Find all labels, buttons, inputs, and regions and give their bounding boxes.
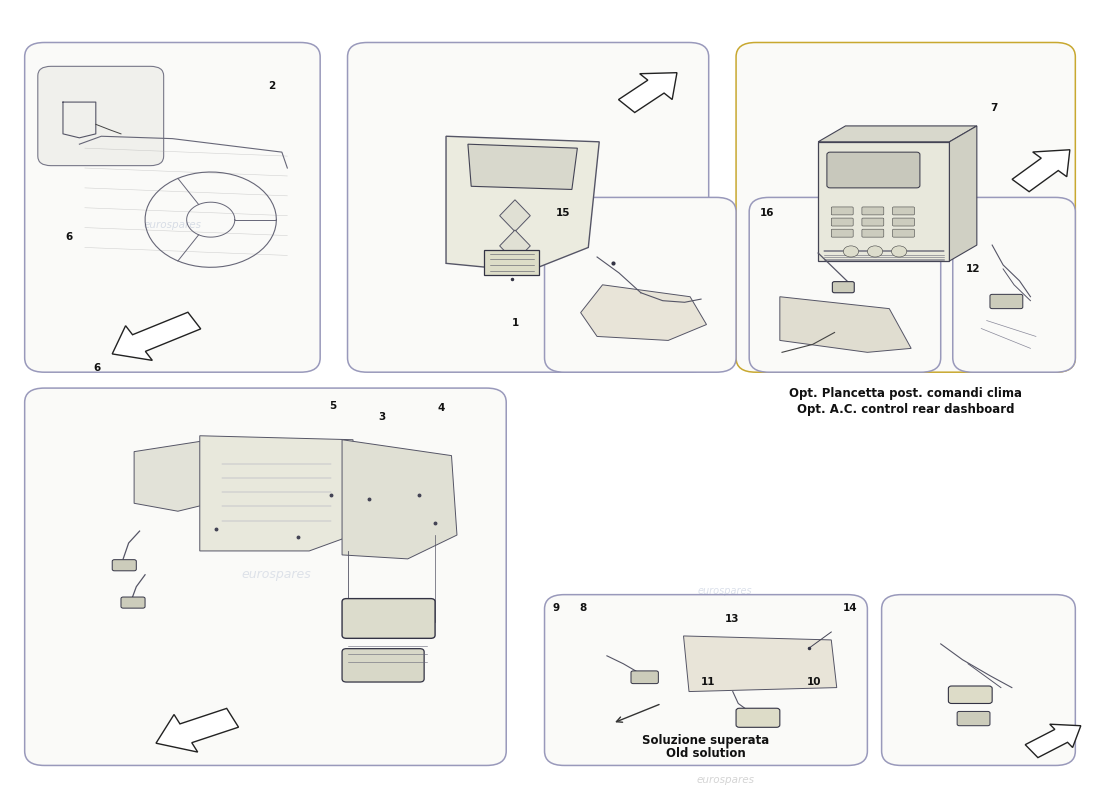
Text: 1: 1: [512, 318, 519, 328]
FancyBboxPatch shape: [544, 198, 736, 372]
FancyBboxPatch shape: [862, 229, 883, 237]
Circle shape: [844, 246, 859, 257]
FancyBboxPatch shape: [953, 198, 1076, 372]
FancyBboxPatch shape: [24, 388, 506, 766]
FancyBboxPatch shape: [37, 66, 164, 166]
Polygon shape: [683, 636, 837, 691]
Text: eurospares: eurospares: [510, 212, 568, 222]
FancyBboxPatch shape: [833, 282, 855, 293]
FancyBboxPatch shape: [892, 229, 914, 237]
Polygon shape: [200, 436, 353, 551]
Polygon shape: [134, 440, 211, 511]
FancyBboxPatch shape: [892, 207, 914, 215]
FancyBboxPatch shape: [862, 218, 883, 226]
Polygon shape: [1012, 150, 1070, 192]
Text: 11: 11: [701, 677, 715, 687]
Text: 15: 15: [556, 208, 570, 218]
Polygon shape: [484, 250, 539, 275]
Text: 6: 6: [65, 232, 73, 242]
Polygon shape: [499, 230, 530, 262]
FancyBboxPatch shape: [827, 152, 920, 188]
Text: Soluzione superata: Soluzione superata: [641, 734, 769, 746]
Polygon shape: [949, 126, 977, 261]
FancyBboxPatch shape: [957, 711, 990, 726]
FancyBboxPatch shape: [832, 207, 854, 215]
FancyBboxPatch shape: [862, 207, 883, 215]
Polygon shape: [780, 297, 911, 352]
Text: 13: 13: [725, 614, 739, 624]
Polygon shape: [446, 136, 600, 271]
Text: 5: 5: [329, 401, 337, 410]
FancyBboxPatch shape: [948, 686, 992, 703]
FancyBboxPatch shape: [832, 229, 854, 237]
FancyBboxPatch shape: [342, 598, 436, 638]
Polygon shape: [818, 126, 977, 142]
Text: eurospares: eurospares: [697, 586, 752, 596]
Polygon shape: [112, 312, 200, 360]
FancyBboxPatch shape: [832, 218, 854, 226]
Text: 16: 16: [760, 208, 774, 218]
Text: 7: 7: [990, 102, 998, 113]
Polygon shape: [1025, 724, 1081, 758]
Text: 8: 8: [580, 603, 586, 613]
FancyBboxPatch shape: [24, 42, 320, 372]
Text: Old solution: Old solution: [666, 747, 746, 760]
Text: eurospares: eurospares: [242, 568, 311, 582]
FancyBboxPatch shape: [749, 198, 940, 372]
FancyBboxPatch shape: [736, 708, 780, 727]
FancyBboxPatch shape: [121, 597, 145, 608]
Text: 14: 14: [844, 603, 858, 613]
Polygon shape: [618, 73, 676, 113]
FancyBboxPatch shape: [112, 560, 136, 571]
FancyBboxPatch shape: [892, 218, 914, 226]
FancyBboxPatch shape: [990, 294, 1023, 309]
Polygon shape: [818, 142, 949, 261]
Polygon shape: [581, 285, 706, 341]
Polygon shape: [342, 440, 456, 559]
FancyBboxPatch shape: [342, 649, 425, 682]
Circle shape: [868, 246, 882, 257]
Text: 4: 4: [438, 403, 444, 413]
FancyBboxPatch shape: [631, 671, 659, 684]
Polygon shape: [499, 200, 530, 231]
FancyBboxPatch shape: [736, 42, 1076, 372]
FancyBboxPatch shape: [881, 594, 1076, 766]
Text: 9: 9: [552, 603, 559, 613]
Text: Opt. Plancetta post. comandi clima: Opt. Plancetta post. comandi clima: [789, 387, 1022, 400]
Text: eurospares: eurospares: [893, 212, 952, 222]
Circle shape: [891, 246, 906, 257]
FancyBboxPatch shape: [544, 594, 868, 766]
Text: eurospares: eurospares: [143, 220, 201, 230]
Text: eurospares: eurospares: [696, 774, 755, 785]
Text: 2: 2: [267, 81, 275, 91]
Polygon shape: [156, 708, 239, 752]
Text: Opt. A.C. control rear dashboard: Opt. A.C. control rear dashboard: [796, 403, 1014, 416]
FancyBboxPatch shape: [348, 42, 708, 372]
Text: 6: 6: [94, 363, 101, 374]
Text: 12: 12: [966, 264, 980, 274]
Text: 10: 10: [807, 677, 822, 687]
Text: 3: 3: [378, 413, 385, 422]
Polygon shape: [468, 144, 578, 190]
